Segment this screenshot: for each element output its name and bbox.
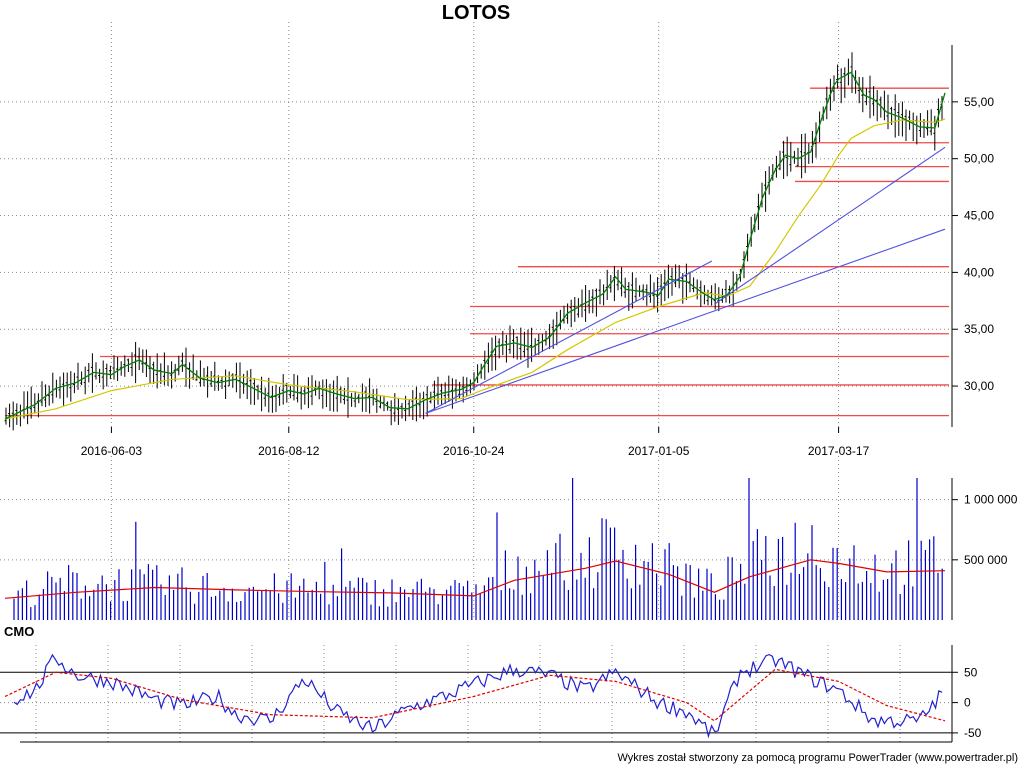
cmo-signal-line — [4, 668, 946, 722]
volume-panel: 500 000 1 000 000 — [0, 456, 1018, 620]
cmo-label: CMO — [4, 624, 34, 639]
x-tick-label-2017-01-05: 2017-01-05 — [628, 444, 690, 458]
y-tick-label: 30,00 — [964, 379, 994, 393]
moving-average-line — [4, 118, 946, 420]
y-tick-label: 40,00 — [964, 265, 994, 279]
chart-title: LOTOS — [442, 2, 511, 24]
x-tick-label-2016-08-12: 2016-08-12 — [258, 444, 320, 458]
y-tick-label: 50,00 — [964, 152, 994, 166]
y-tick-label: 45,00 — [964, 209, 994, 223]
x-tick-label-2016-10-24: 2016-10-24 — [443, 444, 505, 458]
x-tick-label-2016-06-03: 2016-06-03 — [81, 444, 143, 458]
cmo-y-tick-label: 50 — [964, 665, 978, 679]
x-tick-label-2017-03-17: 2017-03-17 — [808, 444, 870, 458]
y-tick-label: 35,00 — [964, 322, 994, 336]
cmo-y-tick-label: 0 — [964, 696, 971, 710]
volume-average-line — [4, 559, 946, 599]
trend-line — [425, 228, 946, 414]
close-line — [4, 71, 946, 420]
price-panel: 2016-06-03 2016-08-12 2016-10-24 2017-01-05… — [0, 22, 994, 458]
trend-line — [714, 146, 946, 305]
footer-credit: Wykres został stworzony za pomocą progra… — [617, 752, 1018, 764]
y-tick-label: 55,00 — [964, 95, 994, 109]
cmo-panel: CMO -50 0 50 — [0, 624, 982, 743]
volume-y-tick-label: 1 000 000 — [964, 493, 1018, 507]
volume-y-tick-label: 500 000 — [964, 553, 1008, 567]
trend-line — [425, 260, 713, 414]
cmo-y-tick-label: -50 — [964, 726, 982, 740]
